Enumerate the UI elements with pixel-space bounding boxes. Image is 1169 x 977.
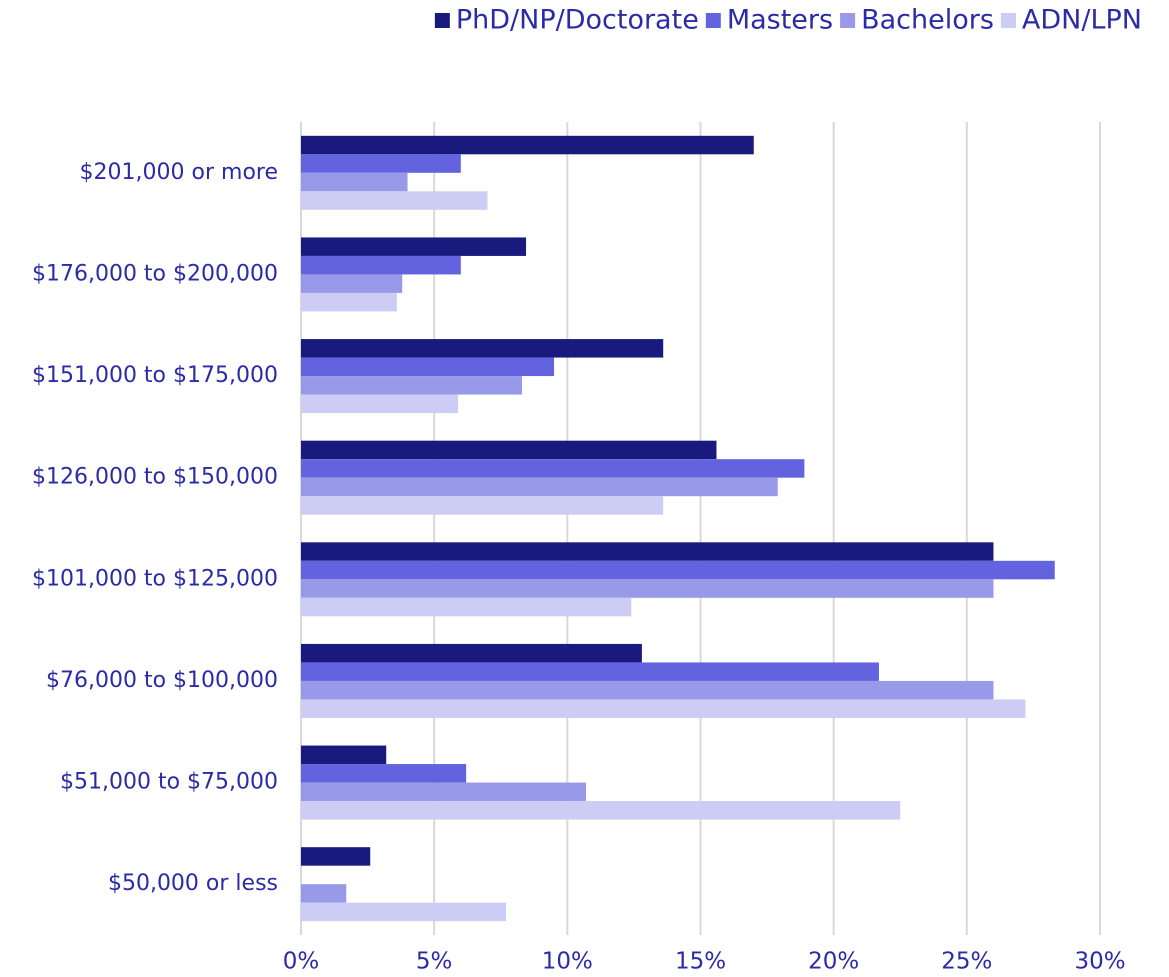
- bar: [301, 764, 467, 783]
- x-tick-label: 30%: [1074, 949, 1125, 975]
- x-tick-label: 10%: [542, 949, 593, 975]
- bar: [301, 274, 403, 293]
- bar: [301, 902, 507, 922]
- x-tick-label: 15%: [675, 949, 726, 975]
- legend-label: PhD/NP/Doctorate: [456, 5, 699, 36]
- bar: [301, 496, 664, 515]
- bar: [301, 191, 488, 210]
- legend-swatch: [434, 13, 450, 28]
- x-tick-label: 0%: [283, 949, 320, 975]
- y-tick-label: $50,000 or less: [108, 871, 278, 896]
- bar: [301, 376, 523, 395]
- bar: [301, 542, 994, 561]
- bar: [301, 801, 901, 820]
- bar: [301, 477, 778, 497]
- legend-swatch: [705, 13, 721, 28]
- y-tick-label: $176,000 to $200,000: [32, 261, 278, 286]
- bar: [301, 597, 632, 617]
- bar: [301, 440, 717, 460]
- y-tick-label: $151,000 to $175,000: [32, 363, 278, 388]
- bar: [301, 699, 1026, 718]
- y-tick-label: $201,000 or more: [80, 160, 278, 185]
- bar: [301, 154, 461, 173]
- y-tick-label: $51,000 to $75,000: [60, 770, 278, 795]
- x-tick-label: 5%: [416, 949, 453, 975]
- bar: [301, 292, 397, 312]
- bar: [301, 560, 1055, 580]
- x-tick-label: 25%: [941, 949, 992, 975]
- y-tick-label: $126,000 to $150,000: [32, 465, 278, 490]
- bar: [301, 339, 664, 358]
- bar: [301, 662, 879, 681]
- bar: [301, 237, 527, 256]
- y-tick-label: $101,000 to $125,000: [32, 566, 278, 591]
- bar: [301, 135, 754, 155]
- legend-swatch: [840, 13, 856, 28]
- x-tick-label: 20%: [808, 949, 859, 975]
- bar: [301, 357, 555, 377]
- bar: [301, 643, 642, 663]
- bar: [301, 579, 994, 598]
- legend-label: Bachelors: [861, 5, 994, 36]
- bar: [301, 782, 586, 802]
- y-tick-label: $76,000 to $100,000: [46, 668, 278, 693]
- bar: [301, 394, 459, 414]
- bar: [301, 255, 461, 275]
- bar: [301, 745, 387, 765]
- legend-label: Masters: [727, 5, 833, 36]
- bar: [301, 884, 347, 903]
- legend-label: ADN/LPN: [1022, 5, 1142, 36]
- bar: [301, 172, 408, 192]
- legend-swatch: [1000, 13, 1016, 28]
- bar: [301, 459, 805, 478]
- bar: [301, 847, 371, 866]
- bar: [301, 680, 994, 700]
